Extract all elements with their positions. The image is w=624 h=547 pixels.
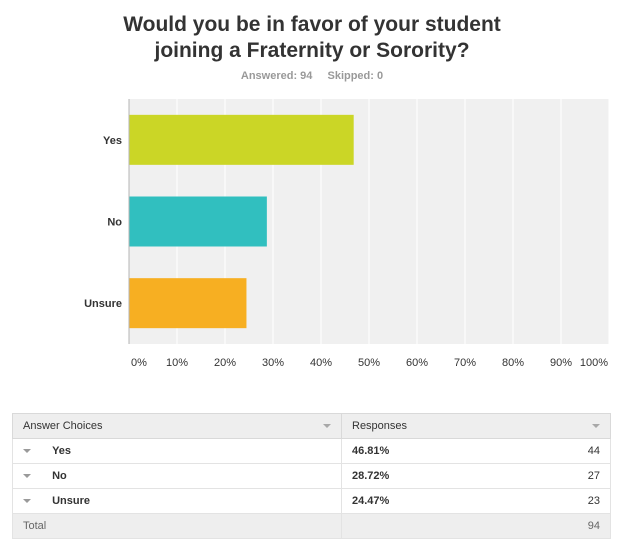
bar-no (129, 196, 267, 247)
answered-count: Answered: 94 (240, 70, 313, 82)
results-table: Answer Choices Responses Yes 46.81% 44 N… (12, 413, 611, 539)
bars (129, 114, 354, 329)
x-tick-label: 40% (310, 357, 332, 369)
x-tick-label: 30% (262, 357, 284, 369)
x-tick-labels: 0% 10% 20% 30% 40% 50% 60% 70% 80% 90% 100% (131, 357, 608, 369)
chart-title-line-2: joining a Fraternity or Sorority? (154, 39, 470, 62)
response-count: 44 (587, 445, 600, 457)
skipped-count: Skipped: 0 (327, 70, 384, 82)
x-tick-label: 10% (166, 357, 188, 369)
response-summary: Answered: 94 Skipped: 0 (0, 70, 624, 82)
x-tick-label: 90% (550, 357, 572, 369)
response-percent: 24.47% (352, 495, 390, 507)
category-label: Yes (103, 135, 122, 147)
table-row: Yes 46.81% 44 (12, 438, 611, 464)
response-percent: 28.72% (352, 470, 390, 482)
total-label: Total (12, 513, 342, 539)
x-tick-label: 60% (406, 357, 428, 369)
x-tick-label: 70% (454, 357, 476, 369)
x-tick-label: 20% (214, 357, 236, 369)
category-labels: Yes No Unsure (84, 135, 122, 310)
x-tick-label: 50% (358, 357, 380, 369)
sort-caret-icon[interactable] (323, 424, 331, 428)
total-count: 94 (341, 513, 611, 539)
expand-caret-icon[interactable] (23, 474, 31, 479)
bar-chart: Yes No Unsure 0% 10% 20% 30% 40% 50% 60% 70% 80% 90… (84, 99, 610, 369)
choice-label: Unsure (52, 495, 90, 507)
x-tick-label: 100% (580, 357, 608, 369)
table-row: Unsure 24.47% 23 (12, 488, 611, 514)
expand-caret-icon[interactable] (23, 449, 31, 454)
table-row: No 28.72% 27 (12, 463, 611, 489)
table-header-row: Answer Choices Responses (12, 413, 611, 439)
response-percent: 46.81% (352, 445, 390, 457)
response-count: 23 (587, 495, 600, 507)
choice-label: Yes (52, 445, 72, 457)
expand-caret-icon[interactable] (23, 499, 31, 504)
x-tick-label: 0% (131, 357, 147, 369)
header-responses[interactable]: Responses (341, 413, 611, 439)
category-label: Unsure (84, 298, 122, 310)
category-label: No (107, 217, 122, 229)
sort-caret-icon[interactable] (592, 424, 600, 428)
header-answer-choices[interactable]: Answer Choices (12, 413, 342, 439)
chart-title-line-1: Would you be in favor of your student (123, 13, 501, 36)
x-tick-label: 80% (502, 357, 524, 369)
chart-title: Would you be in favor of your student jo… (0, 12, 624, 64)
bar-yes (129, 114, 354, 165)
total-row: Total 94 (12, 513, 611, 539)
response-count: 27 (587, 470, 600, 482)
choice-label: No (52, 470, 67, 482)
bar-unsure (129, 278, 247, 329)
